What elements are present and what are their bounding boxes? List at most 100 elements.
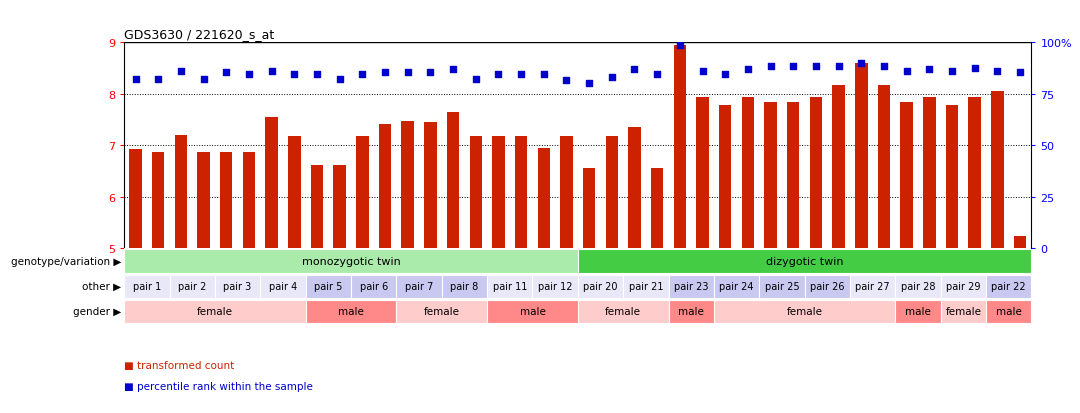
Point xyxy=(739,67,756,74)
FancyBboxPatch shape xyxy=(487,275,532,298)
Point xyxy=(489,72,508,78)
Point xyxy=(330,76,348,83)
Text: other ▶: other ▶ xyxy=(82,282,121,292)
Point xyxy=(264,68,281,75)
Bar xyxy=(674,46,686,249)
Point xyxy=(240,72,257,78)
Text: pair 26: pair 26 xyxy=(810,282,845,292)
FancyBboxPatch shape xyxy=(941,275,986,298)
Point xyxy=(194,76,212,83)
Bar xyxy=(629,128,640,249)
Text: ■ percentile rank within the sample: ■ percentile rank within the sample xyxy=(124,381,313,391)
Point xyxy=(149,76,166,83)
FancyBboxPatch shape xyxy=(669,275,714,298)
FancyBboxPatch shape xyxy=(805,275,850,298)
Text: pair 7: pair 7 xyxy=(405,282,433,292)
Point xyxy=(693,68,711,75)
Text: male: male xyxy=(905,307,931,317)
Point xyxy=(625,67,643,74)
FancyBboxPatch shape xyxy=(941,300,986,323)
Bar xyxy=(175,135,187,249)
Bar xyxy=(311,165,323,249)
Bar xyxy=(810,97,822,249)
Bar xyxy=(538,148,550,249)
Point xyxy=(127,76,145,83)
Bar xyxy=(651,168,663,249)
Point xyxy=(966,66,983,72)
Point xyxy=(376,70,393,76)
Text: pair 24: pair 24 xyxy=(719,282,754,292)
Bar xyxy=(991,92,1003,249)
FancyBboxPatch shape xyxy=(487,300,578,323)
Text: male: male xyxy=(338,307,364,317)
FancyBboxPatch shape xyxy=(396,300,487,323)
Bar xyxy=(765,102,777,249)
Bar xyxy=(152,152,164,249)
Bar xyxy=(130,150,141,249)
Text: genotype/variation ▶: genotype/variation ▶ xyxy=(11,256,121,266)
Point xyxy=(580,80,597,87)
Point xyxy=(875,63,892,70)
FancyBboxPatch shape xyxy=(260,275,306,298)
Bar xyxy=(288,137,300,249)
Point xyxy=(717,72,734,78)
Bar xyxy=(198,152,210,249)
Point xyxy=(285,72,302,78)
FancyBboxPatch shape xyxy=(306,300,396,323)
Text: pair 25: pair 25 xyxy=(765,282,799,292)
Point xyxy=(603,75,620,82)
Point xyxy=(944,68,961,75)
Text: pair 6: pair 6 xyxy=(360,282,388,292)
Text: pair 22: pair 22 xyxy=(991,282,1026,292)
Bar xyxy=(470,137,482,249)
Point xyxy=(217,70,235,76)
Text: pair 20: pair 20 xyxy=(583,282,618,292)
Text: GDS3630 / 221620_s_at: GDS3630 / 221620_s_at xyxy=(124,28,274,41)
FancyBboxPatch shape xyxy=(442,275,487,298)
Bar xyxy=(334,165,346,249)
Text: pair 21: pair 21 xyxy=(629,282,663,292)
Point xyxy=(852,61,869,67)
Bar xyxy=(1014,236,1026,249)
Point xyxy=(1011,70,1028,76)
Text: pair 1: pair 1 xyxy=(133,282,161,292)
Bar xyxy=(923,97,935,249)
Bar xyxy=(447,113,459,249)
Point xyxy=(353,72,370,78)
Point xyxy=(421,70,438,76)
Bar xyxy=(742,97,754,249)
Point xyxy=(512,72,529,78)
Point xyxy=(399,70,416,76)
FancyBboxPatch shape xyxy=(124,250,578,273)
Point xyxy=(761,63,779,70)
FancyBboxPatch shape xyxy=(895,275,941,298)
Bar xyxy=(515,137,527,249)
Bar xyxy=(946,106,958,249)
Text: female: female xyxy=(945,307,982,317)
Bar xyxy=(379,125,391,249)
Text: male: male xyxy=(519,307,545,317)
Point xyxy=(648,72,665,78)
Text: pair 27: pair 27 xyxy=(855,282,890,292)
Point xyxy=(897,68,915,75)
FancyBboxPatch shape xyxy=(623,275,669,298)
Point xyxy=(467,76,484,83)
Bar xyxy=(787,102,799,249)
FancyBboxPatch shape xyxy=(578,300,669,323)
FancyBboxPatch shape xyxy=(396,275,442,298)
FancyBboxPatch shape xyxy=(306,275,351,298)
Text: pair 23: pair 23 xyxy=(674,282,708,292)
Text: monozygotic twin: monozygotic twin xyxy=(301,256,401,266)
Bar xyxy=(356,137,368,249)
Bar xyxy=(697,97,708,249)
Bar xyxy=(243,152,255,249)
Bar xyxy=(969,97,981,249)
Bar xyxy=(492,137,504,249)
Point xyxy=(988,68,1005,75)
Text: ■ transformed count: ■ transformed count xyxy=(124,361,234,370)
Text: pair 28: pair 28 xyxy=(901,282,935,292)
FancyBboxPatch shape xyxy=(895,300,941,323)
Bar xyxy=(424,123,436,249)
Point xyxy=(557,77,575,84)
FancyBboxPatch shape xyxy=(669,300,714,323)
